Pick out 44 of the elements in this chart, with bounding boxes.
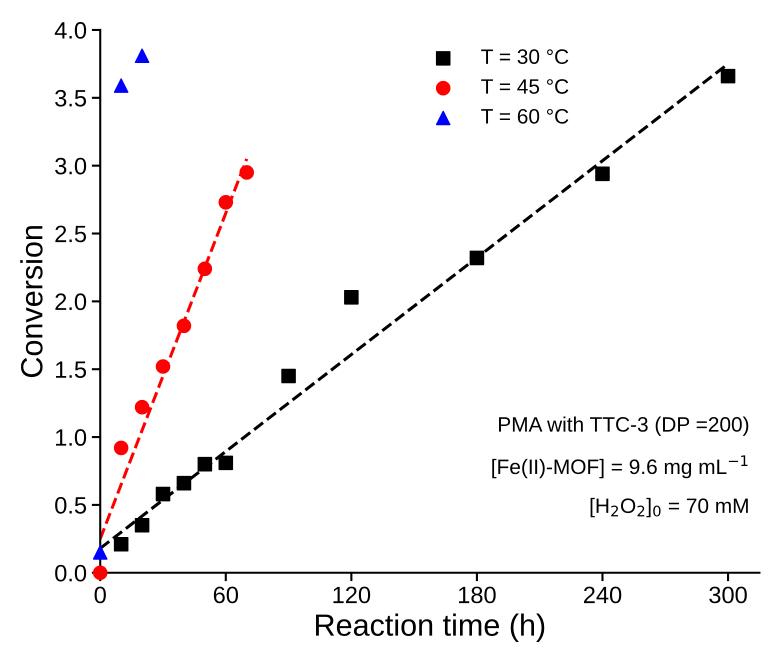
point [92,545,108,560]
annotation: [Fe(II)-MOF] = 9.6 mg mL$^{−1}$ [492,455,748,478]
point [344,290,359,305]
point [176,476,192,490]
y-tick-label: 1.0 [56,429,86,446]
x-tick-label: 60 [214,586,238,604]
point [218,456,234,470]
annotation: [H$_{2}$O$_{2}$]$_{0}$ = 70 mM [590,498,748,518]
x-tick-label: 300 [709,586,747,604]
legend-label: T = 45 °C [481,79,568,94]
point [114,78,128,93]
point [470,250,484,266]
point [114,536,128,552]
x-axis-title: Reaction time (h) [316,614,544,642]
point [198,262,212,276]
y-tick-label: 0.0 [55,564,86,582]
x-tick-label: 240 [584,586,622,604]
y-tick-label: 3.5 [55,90,86,107]
y-axis-title: Conversion [20,226,43,378]
point [156,359,170,374]
y-tick-label: 4.0 [54,22,86,39]
y-tick-label: 3.0 [55,158,86,174]
point [239,165,254,180]
y-tick-label: 0.5 [55,496,86,514]
x-tick-label: 0 [94,586,106,604]
point [134,518,150,533]
point [156,486,170,502]
point [114,440,128,456]
y-tick-label: 2.5 [55,226,86,242]
point [198,456,212,472]
x-tick-label: 180 [459,586,496,604]
legend-label: T = 30 °C [481,49,568,64]
y-tick-label: 1.5 [56,362,86,378]
point [595,166,610,182]
point [720,68,736,84]
point [281,368,296,384]
x-tick-label: 120 [333,586,370,604]
legend-label: T = 60 °C [481,108,568,124]
point [134,48,150,64]
point [176,318,192,334]
annotation: PMA with TTC-3 (DP =200) [499,416,748,436]
y-tick-label: 2.0 [55,293,86,310]
point [218,195,234,210]
point [134,400,150,414]
